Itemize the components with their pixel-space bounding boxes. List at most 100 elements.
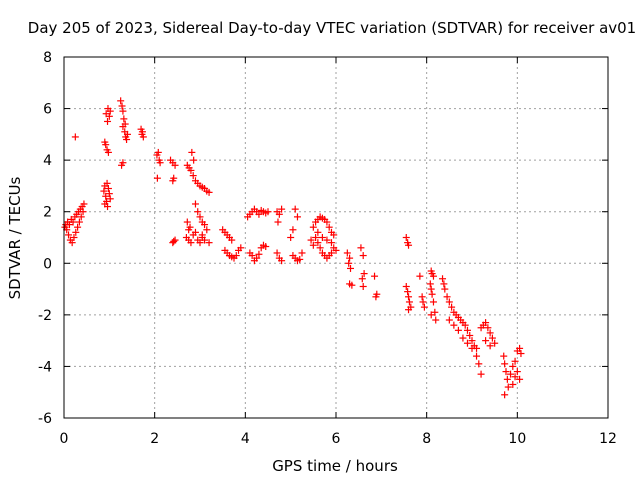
data-point	[500, 352, 508, 360]
data-point	[511, 373, 519, 381]
data-point	[255, 210, 263, 218]
data-point	[307, 236, 315, 244]
data-point	[264, 208, 272, 216]
data-point	[486, 329, 494, 337]
x-tick-label: 12	[599, 431, 617, 447]
data-point	[405, 306, 413, 314]
data-point	[104, 117, 112, 125]
y-tick-label: 8	[43, 50, 52, 66]
data-point	[416, 272, 424, 280]
data-point	[441, 285, 449, 293]
data-point	[443, 293, 451, 301]
data-point	[491, 339, 499, 347]
data-point	[196, 239, 204, 247]
data-point	[100, 187, 108, 195]
x-axis-label: GPS time / hours	[272, 457, 398, 475]
data-point	[360, 270, 368, 278]
data-point	[445, 316, 453, 324]
data-point	[405, 241, 413, 249]
data-point	[439, 275, 447, 283]
data-point	[123, 130, 131, 138]
data-point	[473, 352, 481, 360]
data-point	[105, 190, 113, 198]
data-point	[139, 133, 147, 141]
chart-title: Day 205 of 2023, Sidereal Day-to-day VTE…	[28, 19, 636, 37]
data-point	[359, 252, 367, 260]
data-point	[420, 303, 428, 311]
data-point	[274, 218, 282, 226]
data-point	[450, 321, 458, 329]
data-point	[205, 188, 213, 196]
data-point	[201, 236, 209, 244]
data-point	[309, 241, 317, 249]
data-point	[120, 115, 128, 123]
data-point	[156, 159, 164, 167]
data-point	[196, 213, 204, 221]
data-point	[327, 249, 335, 257]
data-point	[359, 282, 367, 290]
x-tick-label: 8	[422, 431, 431, 447]
data-point	[418, 293, 426, 301]
data-point	[232, 252, 240, 260]
data-point	[445, 298, 453, 306]
data-point	[402, 234, 410, 241]
data-point	[188, 148, 196, 156]
data-point	[419, 298, 427, 306]
data-point	[475, 360, 483, 368]
data-point	[237, 244, 245, 252]
data-point	[345, 259, 353, 267]
data-point	[426, 280, 434, 288]
data-point	[291, 205, 299, 213]
data-point	[105, 112, 113, 120]
data-point	[440, 280, 448, 288]
data-point	[509, 380, 517, 388]
data-point	[68, 239, 76, 247]
data-point	[314, 228, 322, 236]
data-point	[404, 288, 412, 296]
data-point	[463, 339, 471, 347]
data-point	[79, 208, 87, 216]
data-point	[106, 195, 114, 203]
data-point	[65, 221, 73, 229]
data-point	[170, 237, 178, 245]
data-point	[330, 231, 338, 239]
data-point	[454, 326, 462, 334]
data-point	[431, 308, 439, 316]
data-point	[427, 311, 435, 319]
data-point	[513, 368, 521, 376]
data-point	[507, 370, 515, 378]
data-point	[191, 200, 199, 208]
x-tick-label: 4	[241, 431, 250, 447]
data-point	[516, 375, 524, 383]
data-point	[316, 244, 324, 252]
data-point	[275, 210, 283, 218]
data-point	[255, 250, 263, 258]
data-point	[482, 319, 490, 327]
data-point	[448, 303, 456, 311]
data-point	[325, 223, 333, 231]
data-point	[484, 324, 492, 332]
y-axis-label: SDTVAR / TECUs	[6, 176, 24, 299]
data-point	[80, 200, 88, 208]
data-point	[461, 321, 469, 329]
data-point	[323, 236, 331, 244]
grid	[64, 57, 608, 418]
data-point	[138, 128, 146, 136]
data-point	[191, 228, 199, 236]
data-point	[504, 383, 512, 391]
data-point	[72, 228, 80, 236]
data-point	[70, 234, 78, 241]
data-point	[463, 326, 471, 334]
data-point	[486, 342, 494, 350]
x-tick-label: 10	[508, 431, 526, 447]
tick-labels: 0 2 4 6 8 10 12 -6 -4 -2 0 2 4 6 8	[38, 50, 617, 447]
y-tick-label: 6	[43, 102, 52, 118]
data-point	[278, 205, 286, 213]
data-point	[287, 234, 295, 241]
data-point	[71, 133, 79, 141]
data-point	[169, 177, 177, 185]
y-tick-label: -2	[38, 308, 52, 324]
data-point	[516, 344, 524, 352]
data-point	[278, 257, 286, 265]
data-point	[296, 255, 304, 263]
